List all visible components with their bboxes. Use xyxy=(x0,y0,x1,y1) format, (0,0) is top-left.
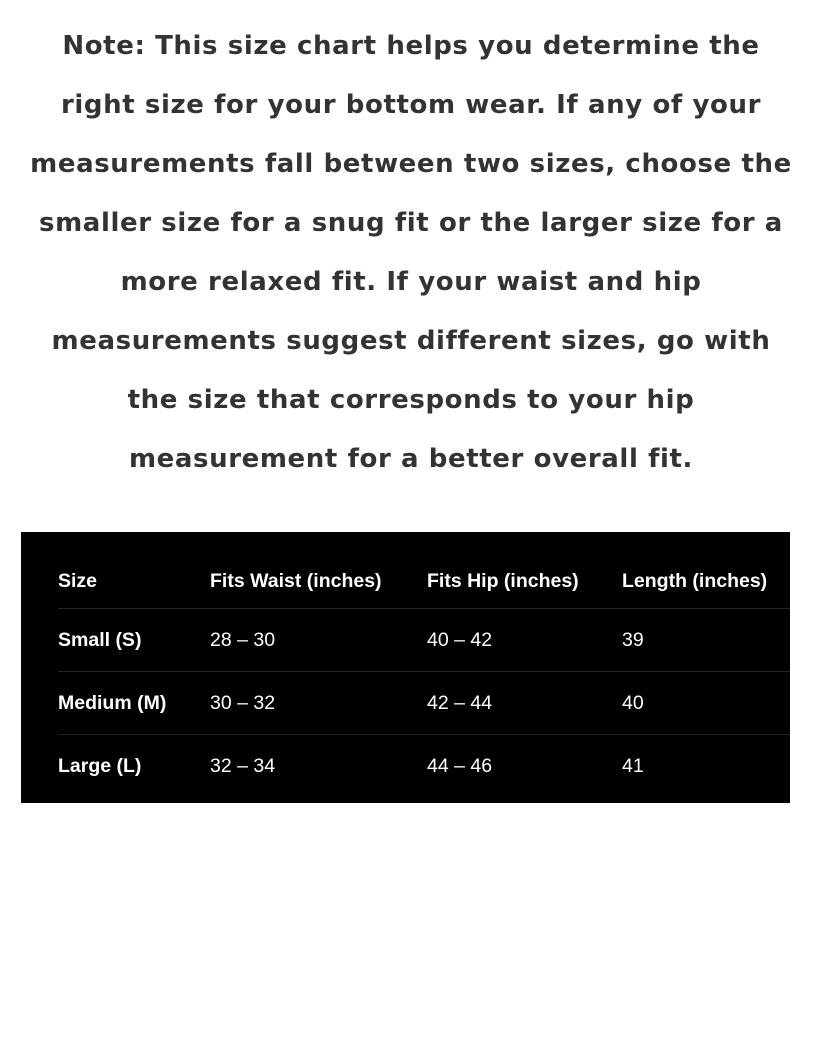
header-hip: Fits Hip (inches) xyxy=(427,570,579,592)
cell-size: Small (S) xyxy=(58,629,142,651)
note-line: right size for your bottom wear. If any … xyxy=(60,90,762,120)
cell-hip: 42 – 44 xyxy=(427,692,493,714)
cell-length: 39 xyxy=(622,629,644,651)
note-line: measurements suggest different sizes, go… xyxy=(51,326,771,356)
table-header-row: Size Fits Waist (inches) Fits Hip (inche… xyxy=(58,550,790,612)
note-line: smaller size for a snug fit or the large… xyxy=(39,208,783,238)
cell-size: Large (L) xyxy=(58,755,142,777)
cell-hip: 40 – 42 xyxy=(427,629,493,651)
cell-size: Medium (M) xyxy=(58,692,167,714)
header-length: Length (inches) xyxy=(622,570,768,592)
size-chart-table: Size Fits Waist (inches) Fits Hip (inche… xyxy=(21,532,790,803)
table-row: Small (S) 28 – 30 40 – 42 39 xyxy=(58,608,790,671)
note-line: measurements fall between two sizes, cho… xyxy=(30,149,792,179)
cell-waist: 32 – 34 xyxy=(210,755,276,777)
header-waist: Fits Waist (inches) xyxy=(210,570,382,592)
note-line: Note: This size chart helps you determin… xyxy=(62,31,760,61)
cell-length: 40 xyxy=(622,692,644,714)
cell-waist: 28 – 30 xyxy=(210,629,276,651)
cell-waist: 30 – 32 xyxy=(210,692,276,714)
note-line: more relaxed fit. If your waist and hip xyxy=(120,267,702,297)
note-line: measurement for a better overall fit. xyxy=(128,444,694,474)
note-line: the size that corresponds to your hip xyxy=(127,385,695,415)
table-row: Large (L) 32 – 34 44 – 46 41 xyxy=(58,734,790,797)
table-row: Medium (M) 30 – 32 42 – 44 40 xyxy=(58,671,790,734)
cell-hip: 44 – 46 xyxy=(427,755,493,777)
header-size: Size xyxy=(58,570,98,592)
cell-length: 41 xyxy=(622,755,644,777)
size-chart-note: Note: This size chart helps you determin… xyxy=(0,17,822,489)
